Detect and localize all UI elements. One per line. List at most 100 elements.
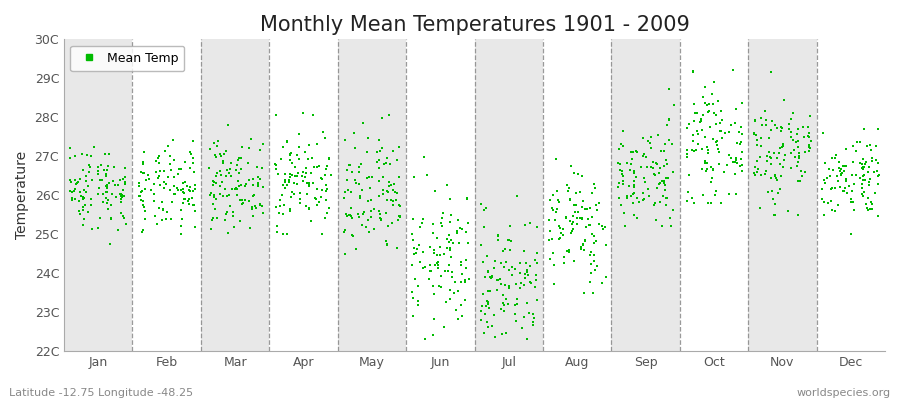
Point: [207, 194, 221, 201]
Point: [215, 160, 230, 166]
Point: [183, 149, 197, 155]
Point: [299, 170, 313, 176]
Point: [381, 188, 395, 195]
Point: [230, 186, 244, 192]
Point: [100, 189, 114, 195]
Point: [652, 170, 666, 176]
Point: [529, 272, 544, 278]
Point: [660, 122, 674, 128]
Point: [802, 148, 816, 154]
Point: [361, 217, 375, 224]
Point: [570, 221, 584, 227]
Point: [477, 207, 491, 213]
Point: [550, 188, 564, 194]
Point: [699, 102, 714, 109]
Point: [788, 154, 802, 160]
Point: [485, 274, 500, 281]
Point: [293, 200, 308, 207]
Point: [118, 174, 132, 180]
Point: [582, 222, 597, 228]
Point: [528, 284, 543, 290]
Point: [499, 259, 513, 266]
Point: [864, 201, 878, 207]
Point: [99, 171, 113, 178]
Point: [545, 250, 560, 257]
Point: [523, 263, 537, 270]
Point: [207, 179, 221, 185]
Point: [662, 116, 676, 123]
Point: [234, 166, 248, 172]
Point: [696, 94, 710, 100]
Point: [97, 150, 112, 157]
Point: [79, 152, 94, 158]
Point: [767, 212, 781, 218]
Point: [635, 135, 650, 142]
Point: [754, 114, 769, 121]
Point: [76, 222, 91, 228]
Point: [748, 118, 762, 124]
Point: [802, 134, 816, 140]
Point: [748, 116, 762, 123]
Point: [91, 170, 105, 177]
Point: [256, 183, 270, 190]
Point: [826, 167, 841, 174]
Point: [445, 274, 459, 280]
Point: [508, 302, 522, 308]
Point: [853, 174, 868, 181]
Point: [790, 178, 805, 184]
Point: [501, 236, 516, 243]
Point: [312, 163, 327, 170]
Point: [243, 136, 257, 142]
Point: [137, 149, 151, 155]
Point: [616, 178, 630, 184]
Point: [544, 256, 558, 262]
Point: [443, 244, 457, 251]
Point: [627, 212, 642, 218]
Point: [302, 206, 316, 213]
Point: [556, 226, 571, 232]
Point: [517, 248, 531, 254]
Point: [481, 299, 495, 306]
Point: [345, 168, 359, 175]
Point: [560, 182, 574, 188]
Point: [184, 150, 199, 157]
Point: [65, 189, 79, 196]
Point: [649, 217, 663, 223]
Point: [364, 197, 378, 204]
Point: [245, 206, 259, 212]
Point: [713, 120, 727, 126]
Point: [652, 199, 667, 205]
Point: [715, 135, 729, 142]
Point: [305, 155, 320, 161]
Point: [870, 213, 885, 220]
Point: [864, 206, 878, 212]
Point: [653, 148, 668, 154]
Point: [443, 196, 457, 202]
Point: [769, 122, 783, 128]
Point: [517, 314, 531, 320]
Point: [703, 179, 717, 185]
Point: [206, 140, 220, 146]
Point: [627, 184, 642, 190]
Point: [623, 167, 637, 174]
Point: [280, 138, 294, 144]
Point: [870, 126, 885, 132]
Point: [235, 144, 249, 150]
Bar: [64, 39, 132, 351]
Point: [377, 161, 392, 167]
Point: [233, 197, 248, 203]
Point: [100, 185, 114, 192]
Point: [648, 172, 662, 178]
Point: [384, 220, 399, 226]
Point: [481, 324, 495, 331]
Point: [299, 165, 313, 172]
Point: [704, 200, 718, 206]
Point: [449, 228, 464, 234]
Point: [574, 214, 589, 221]
Point: [562, 247, 576, 254]
Point: [320, 163, 335, 170]
Point: [662, 86, 677, 92]
Point: [114, 194, 129, 200]
Point: [828, 152, 842, 158]
Point: [839, 163, 853, 169]
